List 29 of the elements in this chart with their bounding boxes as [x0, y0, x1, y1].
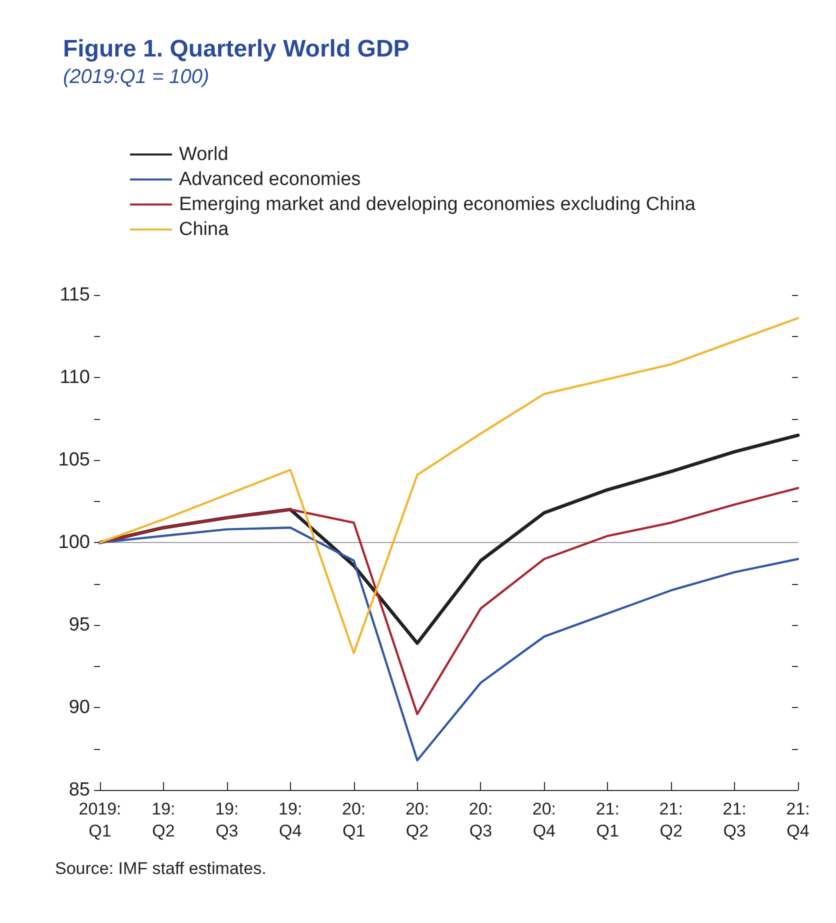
line-series [98, 317, 800, 654]
x-tick-label: 2019: Q1 [78, 800, 122, 840]
x-tick-label: 19: Q2 [152, 800, 176, 840]
x-tick-label: 21: Q3 [722, 800, 746, 840]
y-tick-label: 115 [60, 284, 90, 306]
x-tick-label: 21: Q1 [596, 800, 620, 840]
x-tick-label: 21: Q4 [786, 800, 810, 840]
legend-label: China [179, 219, 230, 240]
x-tick-label: 20: Q4 [532, 800, 556, 840]
line-series [98, 526, 800, 762]
x-tick-label: 19: Q4 [278, 800, 302, 840]
source-note: Source: IMF staff estimates. [55, 859, 266, 878]
legend-label: Advanced economies [179, 169, 361, 190]
x-tick-label: 20: Q3 [468, 800, 493, 840]
y-tick-label: 110 [60, 367, 90, 388]
chart-title: Figure 1. Quarterly World GDP [63, 36, 410, 62]
x-tick-label: 19: Q3 [215, 800, 239, 840]
y-tick-label: 95 [68, 614, 90, 636]
y-tick-label: 90 [68, 697, 90, 718]
chart-subtitle: (2019:Q1 = 100) [63, 66, 210, 88]
y-tick-label: 85 [68, 780, 90, 800]
y-tick-label: 105 [58, 450, 90, 470]
x-tick-label: 20: Q2 [405, 800, 430, 840]
legend-label: World [179, 144, 228, 165]
x-tick-label: 21: Q2 [659, 800, 683, 840]
legend-label: Emerging market and developing economies excluding China [179, 194, 696, 215]
y-tick-label: 100 [58, 532, 90, 553]
x-tick-label: 20: Q1 [342, 800, 366, 840]
line-series [98, 486, 800, 716]
